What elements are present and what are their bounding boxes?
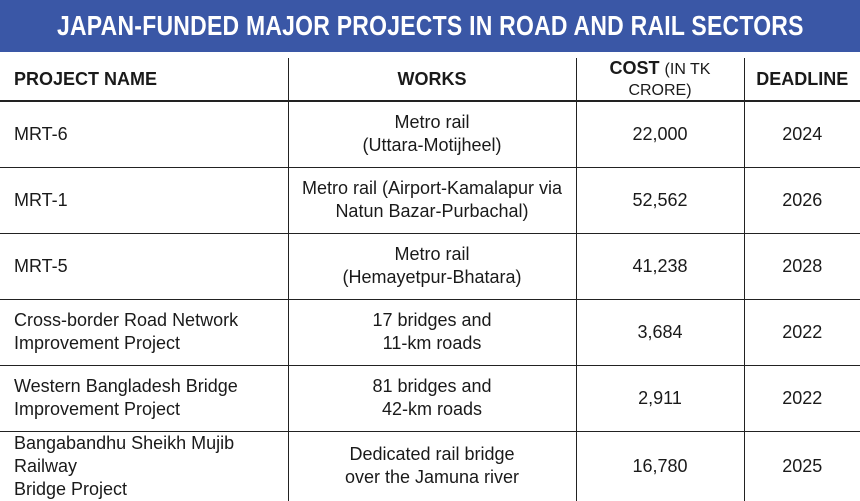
works-cell: Dedicated rail bridge over the Jamuna ri…	[287, 431, 576, 501]
works-line: Dedicated rail bridge	[349, 444, 515, 464]
works-line: 42-km roads	[381, 399, 483, 419]
works-cell: 81 bridges and 42-km roads	[287, 365, 576, 432]
projects-table: PROJECT NAME WORKS COST (IN TK CRORE) DE…	[0, 58, 860, 501]
works-cell: 17 bridges and 11-km roads	[287, 299, 576, 366]
header-project-name: PROJECT NAME	[0, 58, 288, 102]
cost-cell: 41,238	[575, 233, 745, 300]
table-row: MRT-1 Metro rail (Airport-Kamalapur via …	[0, 167, 860, 234]
cost-cell: 3,684	[575, 299, 745, 366]
works-line: (Hemayetpur-Bhatara)	[342, 267, 522, 287]
works-line: Metro rail	[394, 112, 470, 133]
table-row: MRT-5 Metro rail (Hemayetpur-Bhatara) 41…	[0, 233, 860, 300]
table-row: Western Bangladesh Bridge Improvement Pr…	[0, 365, 860, 432]
project-name-line: MRT-6	[14, 123, 68, 144]
project-name-cell: MRT-6	[0, 101, 288, 168]
works-line: Metro rail (Airport-Kamalapur via	[301, 178, 563, 198]
works-cell: Metro rail (Hemayetpur-Bhatara)	[287, 233, 576, 300]
project-name-cell: Cross-border Road Network Improvement Pr…	[0, 299, 288, 366]
project-name-line: Bangabandhu Sheikh Mujib Railway	[14, 432, 235, 476]
page-title: JAPAN-FUNDED MAJOR PROJECTS IN ROAD AND …	[56, 10, 804, 41]
works-line: 11-km roads	[382, 333, 482, 353]
project-name-line: MRT-1	[14, 189, 68, 210]
works-cell: Metro rail (Airport-Kamalapur via Natun …	[287, 167, 576, 234]
header-works: WORKS	[287, 58, 576, 102]
deadline-cell: 2026	[743, 167, 860, 234]
header-cost-label: COST	[609, 58, 660, 78]
deadline-cell: 2022	[743, 365, 860, 432]
header-deadline: DEADLINE	[743, 58, 860, 102]
deadline-cell: 2022	[743, 299, 860, 366]
cost-cell: 16,780	[575, 431, 745, 501]
table-row: Cross-border Road Network Improvement Pr…	[0, 299, 860, 366]
deadline-cell: 2028	[743, 233, 860, 300]
title-banner: JAPAN-FUNDED MAJOR PROJECTS IN ROAD AND …	[0, 0, 860, 52]
project-name-line: Improvement Project	[14, 333, 181, 353]
project-name-cell: Western Bangladesh Bridge Improvement Pr…	[0, 365, 288, 432]
works-line: 81 bridges and	[372, 376, 492, 396]
cost-cell: 22,000	[575, 101, 745, 168]
works-line: over the Jamuna river	[344, 467, 520, 487]
deadline-cell: 2024	[743, 101, 860, 168]
project-name-line: Improvement Project	[14, 399, 181, 419]
deadline-cell: 2025	[743, 431, 860, 501]
cost-cell: 2,911	[575, 365, 745, 432]
works-line: (Uttara-Motijheel)	[362, 135, 502, 156]
works-cell: Metro rail (Uttara-Motijheel)	[287, 101, 576, 168]
works-line: Natun Bazar-Purbachal)	[335, 201, 529, 221]
works-line: Metro rail	[394, 244, 470, 264]
header-cost-unit: (IN TK CRORE)	[628, 61, 711, 99]
project-name-cell: MRT-5	[0, 233, 288, 300]
cost-cell: 52,562	[575, 167, 745, 234]
works-line: 17 bridges and	[372, 310, 492, 330]
project-name-line: Bridge Project	[14, 478, 128, 499]
project-name-cell: MRT-1	[0, 167, 288, 234]
project-name-line: MRT-5	[14, 255, 68, 276]
project-name-cell: Bangabandhu Sheikh Mujib Railway Bridge …	[0, 431, 288, 501]
table-row: Bangabandhu Sheikh Mujib Railway Bridge …	[0, 431, 860, 501]
project-name-line: Western Bangladesh Bridge	[14, 376, 238, 396]
header-cost: COST (IN TK CRORE)	[575, 58, 745, 102]
table-row: MRT-6 Metro rail (Uttara-Motijheel) 22,0…	[0, 101, 860, 168]
project-name-line: Cross-border Road Network	[14, 310, 239, 330]
header-row: PROJECT NAME WORKS COST (IN TK CRORE) DE…	[0, 58, 860, 102]
